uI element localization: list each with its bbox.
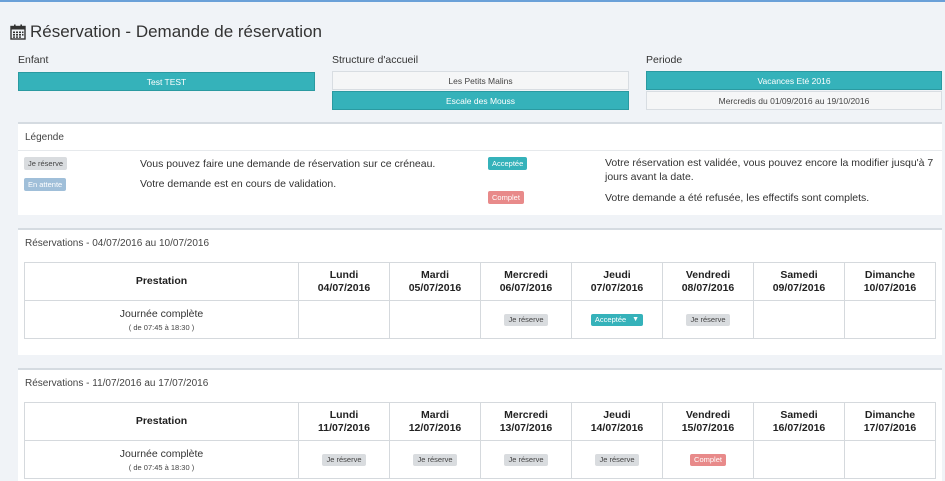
prestation-cell: Journée complète ( de 07:45 à 18:30 ) <box>24 440 299 479</box>
calendar-icon <box>10 24 26 40</box>
prestation-time: ( de 07:45 à 18:30 ) <box>128 322 195 332</box>
je-reserve-button[interactable]: Je réserve <box>322 453 366 466</box>
enfant-option-test[interactable]: Test TEST <box>18 72 315 91</box>
day-cell: Je réserve <box>662 300 754 339</box>
header-day: Mercredi 06/07/2016 <box>480 262 572 301</box>
day-cell <box>753 440 845 479</box>
table-header-row: Prestation Lundi 11/07/2016 Mardi 12/07/20… <box>24 402 936 441</box>
table-header-row: Prestation Lundi 04/07/2016 Mardi 05/07/20… <box>24 262 936 301</box>
week-title: Réservations - 04/07/2016 au 10/07/2016 <box>25 238 210 249</box>
legend-text-complet: Votre demande a été refusée, les effecti… <box>605 192 870 204</box>
header-day: Mercredi 13/07/2016 <box>480 402 572 441</box>
structure-label: Structure d'accueil <box>332 54 419 66</box>
je-reserve-button[interactable]: Je réserve <box>413 453 457 466</box>
legend-badge-complet: Complet <box>488 191 524 204</box>
periode-label: Periode <box>646 54 683 66</box>
week-panel-2: Réservations - 11/07/2016 au 17/07/2016 … <box>18 368 942 481</box>
prestation-cell: Journée complète ( de 07:45 à 18:30 ) <box>24 300 299 339</box>
day-cell <box>844 440 936 479</box>
week-title: Réservations - 11/07/2016 au 17/07/2016 <box>25 378 209 389</box>
week-panel-1: Réservations - 04/07/2016 au 10/07/2016 … <box>18 228 942 355</box>
day-cell: Je réserve <box>298 440 390 479</box>
caret-down-icon: ▼ <box>632 316 640 324</box>
reservation-table: Prestation Lundi 11/07/2016 Mardi 12/07/20… <box>24 402 936 479</box>
day-cell <box>389 300 481 339</box>
structure-option-escale-des-mouss[interactable]: Escale des Mouss <box>332 91 629 110</box>
day-cell <box>753 300 845 339</box>
day-cell <box>844 300 936 339</box>
je-reserve-button[interactable]: Je réserve <box>686 313 730 326</box>
legend-title: Légende <box>25 132 64 143</box>
header-day: Mardi 12/07/2016 <box>389 402 481 441</box>
legend-text-acceptee: Votre réservation est validée, vous pouv… <box>605 157 934 183</box>
day-cell <box>298 300 390 339</box>
day-cell: Complet <box>662 440 754 479</box>
day-cell: Je réserve <box>480 300 572 339</box>
reservation-table: Prestation Lundi 04/07/2016 Mardi 05/07/20… <box>24 262 936 339</box>
day-cell: Je réserve <box>571 440 663 479</box>
day-cell: Je réserve <box>480 440 572 479</box>
prestation-name: Journée complète <box>119 447 204 460</box>
periode-option-mercredis[interactable]: Mercredis du 01/09/2016 au 19/10/2016 <box>646 91 942 110</box>
je-reserve-button[interactable]: Je réserve <box>504 313 548 326</box>
header-prestation: Prestation <box>24 262 299 301</box>
legend-text-en-attente: Votre demande est en cours de validation… <box>140 178 337 190</box>
page-title: Réservation - Demande de réservation <box>10 22 322 42</box>
legend-panel: Légende Je réserve Vous pouvez faire une… <box>18 122 942 215</box>
header-day: Jeudi 14/07/2016 <box>571 402 663 441</box>
legend-badge-en-attente: En attente <box>24 178 67 191</box>
acceptee-dropdown-button[interactable]: Acceptée ▼ <box>590 313 644 326</box>
structure-option-petits-malins[interactable]: Les Petits Malins <box>332 71 629 90</box>
je-reserve-button[interactable]: Je réserve <box>595 453 639 466</box>
day-cell: Acceptée ▼ <box>571 300 663 339</box>
header-day: Dimanche 17/07/2016 <box>844 402 936 441</box>
prestation-time: ( de 07:45 à 18:30 ) <box>128 462 195 472</box>
header-day: Lundi 11/07/2016 <box>298 402 390 441</box>
header-day: Jeudi 07/07/2016 <box>571 262 663 301</box>
je-reserve-button[interactable]: Je réserve <box>504 453 548 466</box>
page-title-text: Réservation - Demande de réservation <box>30 22 322 41</box>
enfant-label: Enfant <box>18 54 49 66</box>
header-day: Mardi 05/07/2016 <box>389 262 481 301</box>
header-prestation: Prestation <box>24 402 299 441</box>
legend-badge-acceptee: Acceptée <box>488 157 528 170</box>
header-day: Vendredi 08/07/2016 <box>662 262 754 301</box>
prestation-name: Journée complète <box>119 307 204 320</box>
header-day: Samedi 09/07/2016 <box>753 262 845 301</box>
complet-badge: Complet <box>690 453 726 466</box>
table-row: Journée complète ( de 07:45 à 18:30 ) Je… <box>24 300 936 339</box>
day-cell: Je réserve <box>389 440 481 479</box>
header-day: Samedi 16/07/2016 <box>753 402 845 441</box>
periode-option-vacances-ete[interactable]: Vacances Eté 2016 <box>646 71 942 90</box>
table-row: Journée complète ( de 07:45 à 18:30 ) Je… <box>24 440 936 479</box>
legend-text-je-reserve: Vous pouvez faire une demande de réserva… <box>140 158 436 170</box>
header-day: Lundi 04/07/2016 <box>298 262 390 301</box>
header-day: Vendredi 15/07/2016 <box>662 402 754 441</box>
header-day: Dimanche 10/07/2016 <box>844 262 936 301</box>
legend-badge-je-reserve: Je réserve <box>24 157 68 170</box>
